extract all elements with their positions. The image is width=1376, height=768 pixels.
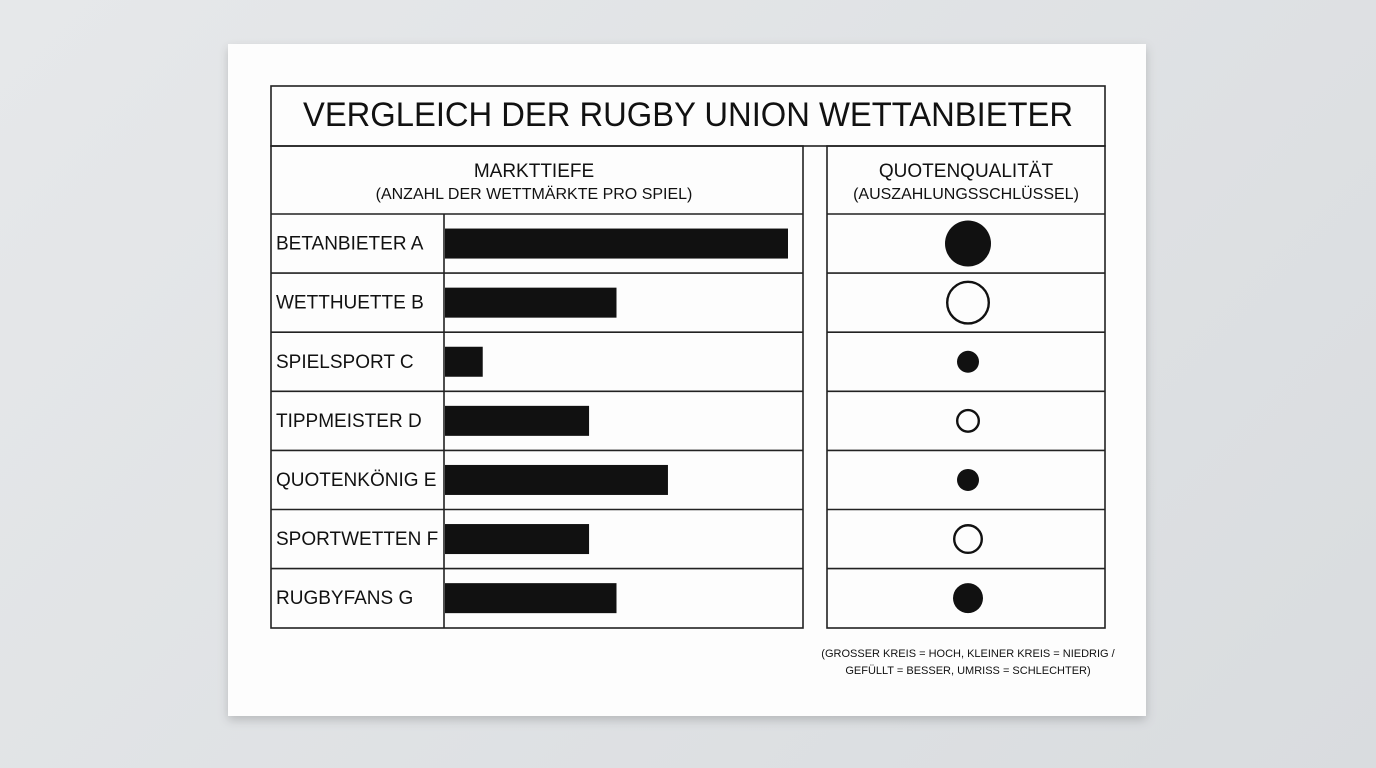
column-subheader: (AUSZAHLUNGSSCHLÜSSEL)	[853, 185, 1079, 203]
column-header: QUOTENQUALITÄT	[879, 161, 1054, 182]
footnote: (GROSSER KREIS = HOCH, KLEINER KREIS = N…	[821, 648, 1115, 660]
quality-circle	[957, 350, 979, 373]
bar	[445, 464, 668, 495]
bar	[445, 228, 788, 259]
quality-circle	[945, 220, 991, 267]
row-label: SPIELSPORT C	[276, 352, 414, 373]
chart-title: VERGLEICH DER RUGBY UNION WETTANBIETER	[303, 96, 1073, 134]
quality-circle	[946, 280, 991, 325]
column-header: MARKTTIEFE	[474, 161, 594, 182]
quality-circle	[953, 583, 983, 614]
row-label: TIPPMEISTER D	[276, 411, 422, 432]
quality-circle	[957, 468, 979, 491]
bar	[445, 287, 617, 318]
row-label: WETTHUETTE B	[276, 293, 424, 314]
bar	[445, 346, 483, 377]
paper	[228, 44, 1146, 716]
row-label: RUGBYFANS G	[276, 588, 413, 609]
row-label: BETANBIETER A	[276, 234, 424, 255]
quality-circle	[956, 408, 981, 433]
footnote: GEFÜLLT = BESSER, UMRISS = SCHLECHTER)	[845, 665, 1090, 677]
row-label: QUOTENKÖNIG E	[276, 470, 436, 491]
bar	[445, 524, 590, 555]
bar	[445, 583, 617, 614]
column-subheader: (ANZAHL DER WETTMÄRKTE PRO SPIEL)	[376, 185, 693, 203]
left-block	[270, 145, 804, 629]
bar	[445, 405, 590, 436]
right-block	[826, 145, 1106, 629]
quality-circle	[953, 524, 984, 555]
row-label: SPORTWETTEN F	[276, 529, 438, 550]
